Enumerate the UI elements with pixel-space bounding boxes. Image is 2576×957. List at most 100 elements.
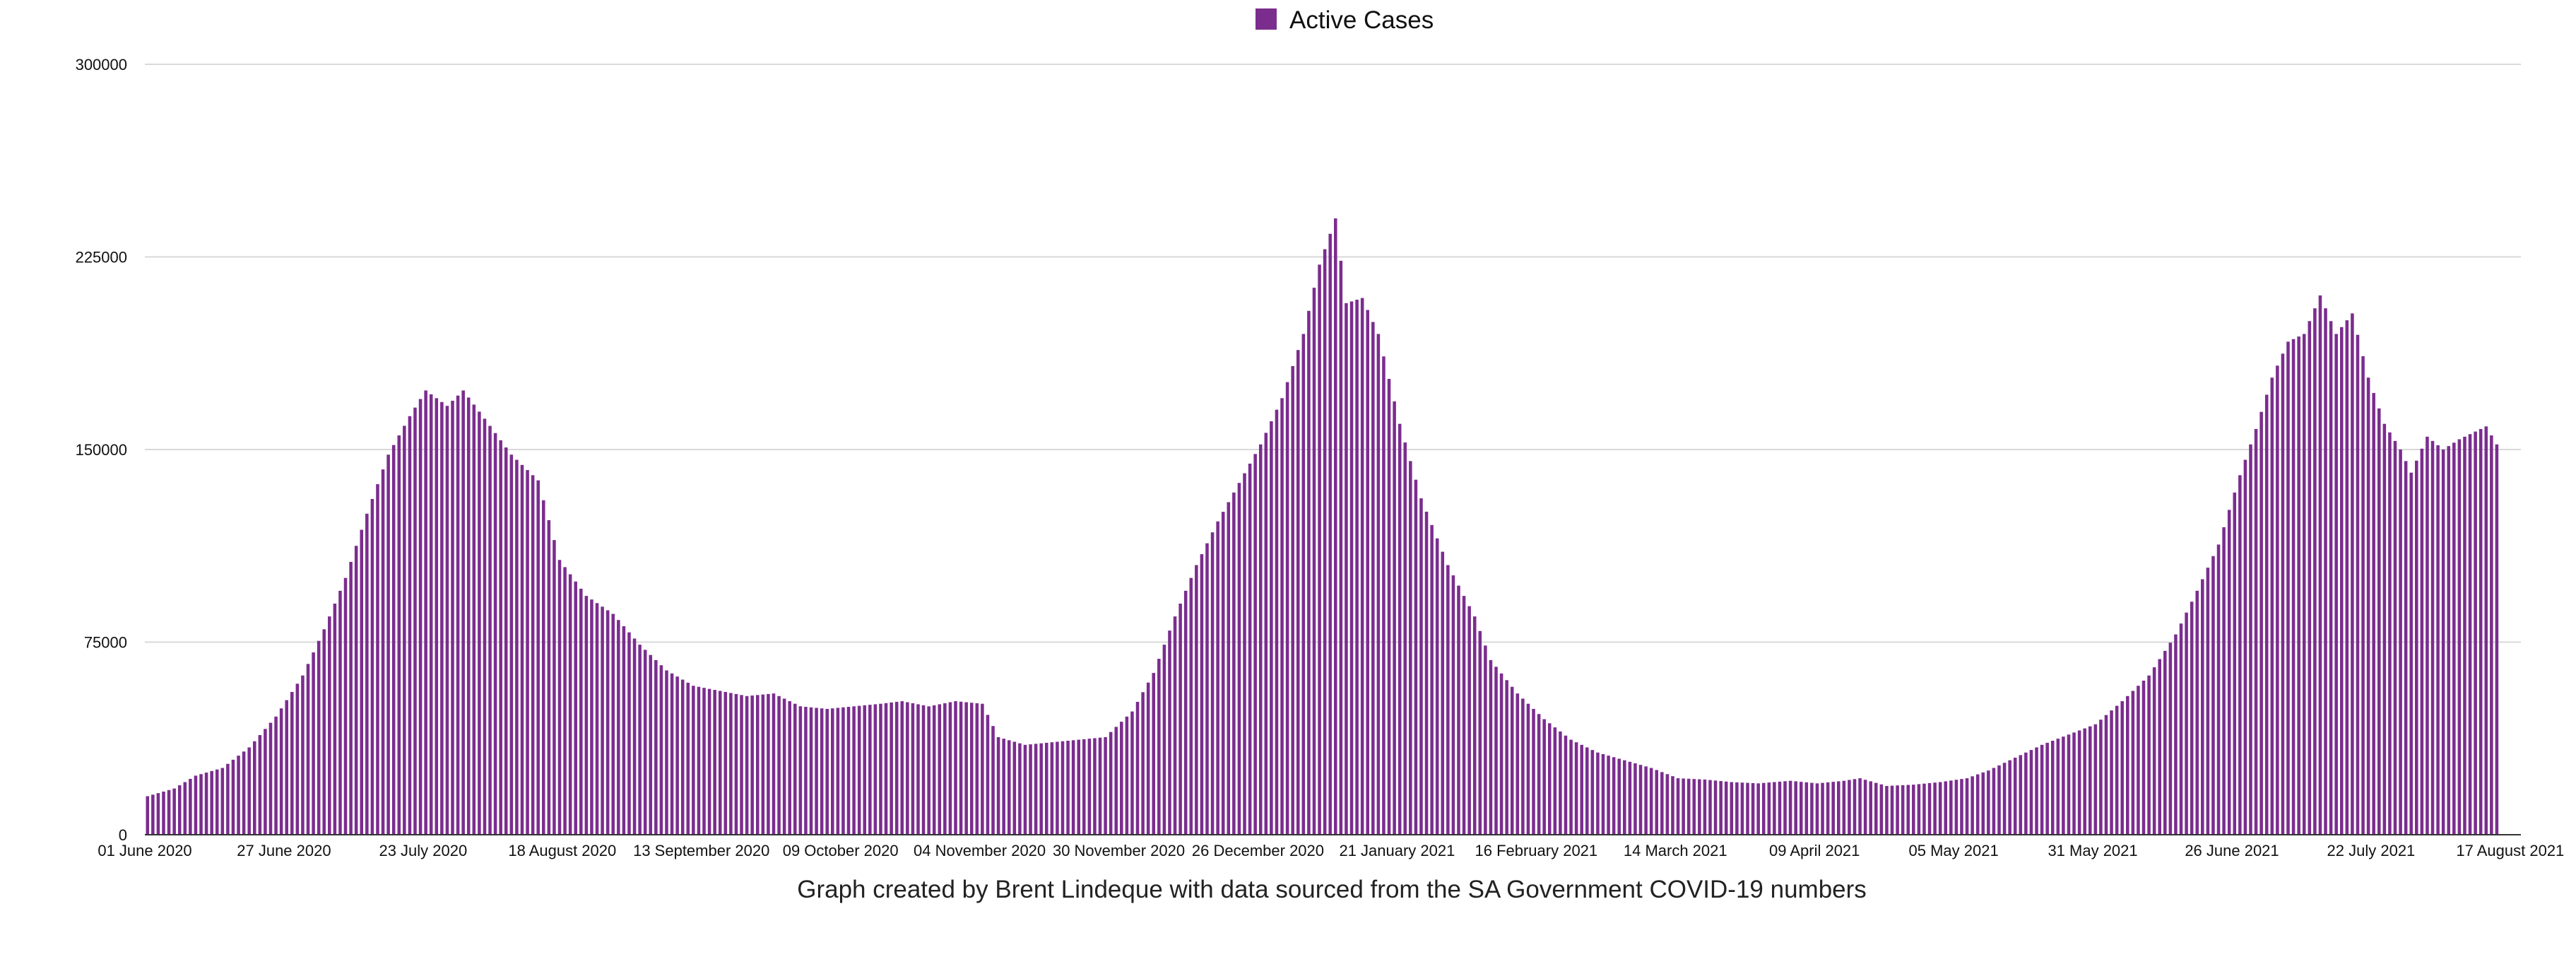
bar <box>526 470 529 835</box>
bar <box>1243 473 1246 835</box>
bar <box>306 664 310 835</box>
bar <box>1740 782 1744 835</box>
bar <box>969 703 974 835</box>
bar <box>210 770 213 835</box>
bar <box>2426 436 2429 835</box>
bar <box>1590 750 1595 835</box>
x-tick-label: 22 July 2021 <box>2327 842 2416 859</box>
bar <box>1633 763 1637 835</box>
bar <box>1735 782 1739 835</box>
bar <box>1146 682 1150 835</box>
bar <box>381 469 385 835</box>
bar <box>312 652 315 835</box>
bar <box>2329 321 2333 835</box>
bar <box>1698 779 1701 835</box>
bar <box>1039 743 1043 835</box>
bar <box>1098 737 1102 835</box>
bar <box>1157 659 1161 835</box>
bar <box>809 707 813 835</box>
bar <box>162 791 165 835</box>
bar <box>418 399 423 835</box>
bar <box>601 606 604 835</box>
bar <box>2436 445 2440 835</box>
bar <box>204 773 208 835</box>
bar <box>1644 766 1648 835</box>
bar <box>1403 442 1407 835</box>
bar <box>553 540 556 835</box>
bar <box>755 695 760 835</box>
bar <box>1398 423 1402 835</box>
bar <box>981 703 984 835</box>
bar <box>1580 744 1583 835</box>
bar <box>1730 782 1734 835</box>
bar <box>2409 472 2413 835</box>
bar <box>274 716 278 835</box>
bar <box>1975 774 1980 835</box>
bar <box>1981 772 1985 835</box>
bar <box>1954 780 1958 835</box>
bar <box>1237 483 1241 835</box>
bar <box>1559 731 1562 835</box>
bar <box>2013 758 2017 835</box>
bar <box>1917 784 1921 835</box>
bar <box>659 665 663 835</box>
bar <box>488 425 492 835</box>
bar <box>1510 686 1514 835</box>
bar <box>1002 739 1005 835</box>
bar <box>177 785 182 835</box>
bar <box>1853 779 1857 835</box>
bar <box>1778 781 1782 835</box>
bar <box>253 741 256 835</box>
bar <box>1564 735 1568 835</box>
bar <box>1676 778 1680 835</box>
bar <box>1719 781 1723 835</box>
x-tick-label: 31 May 2021 <box>2048 842 2137 859</box>
bar <box>1949 780 1953 835</box>
bar <box>777 695 781 835</box>
bar <box>788 701 791 835</box>
bar <box>2201 579 2204 835</box>
bar <box>767 693 770 835</box>
bar <box>1382 356 1386 835</box>
x-tick-label: 09 October 2020 <box>783 842 899 859</box>
bar <box>220 768 225 835</box>
bar <box>1023 744 1027 835</box>
bar <box>1328 233 1332 835</box>
bar <box>370 498 374 835</box>
bar <box>2072 732 2076 835</box>
bar <box>906 702 909 835</box>
bar <box>445 406 449 835</box>
bar <box>1553 727 1557 835</box>
bar <box>2254 428 2258 835</box>
bar <box>1638 765 1643 835</box>
bar <box>2131 691 2135 835</box>
bar <box>1494 667 1498 835</box>
bar <box>215 769 219 835</box>
bar <box>590 599 593 835</box>
bar <box>1050 742 1054 835</box>
bar <box>1478 630 1482 835</box>
y-tick-label: 225000 <box>76 249 127 266</box>
bar <box>1307 310 1311 835</box>
bar <box>2249 444 2252 835</box>
bar <box>349 561 353 835</box>
bar <box>579 588 583 835</box>
bar <box>1066 741 1070 835</box>
bar <box>2179 623 2183 835</box>
x-tick-label: 13 September 2020 <box>633 842 769 859</box>
bar <box>247 747 251 835</box>
x-axis-ticks: 01 June 2020 27 June 2020 23 July 2020 18 A… <box>98 842 2564 859</box>
bar <box>1885 785 1889 835</box>
bar <box>2216 544 2221 835</box>
bar <box>916 704 920 835</box>
bar <box>1665 774 1670 835</box>
bar <box>2045 742 2049 835</box>
bar <box>301 675 305 835</box>
bar <box>2372 393 2375 835</box>
bar <box>2324 308 2327 835</box>
bar <box>2259 411 2263 835</box>
bar <box>1093 738 1097 835</box>
bar <box>295 683 300 835</box>
bar <box>1574 742 1578 835</box>
bar <box>1756 783 1760 835</box>
